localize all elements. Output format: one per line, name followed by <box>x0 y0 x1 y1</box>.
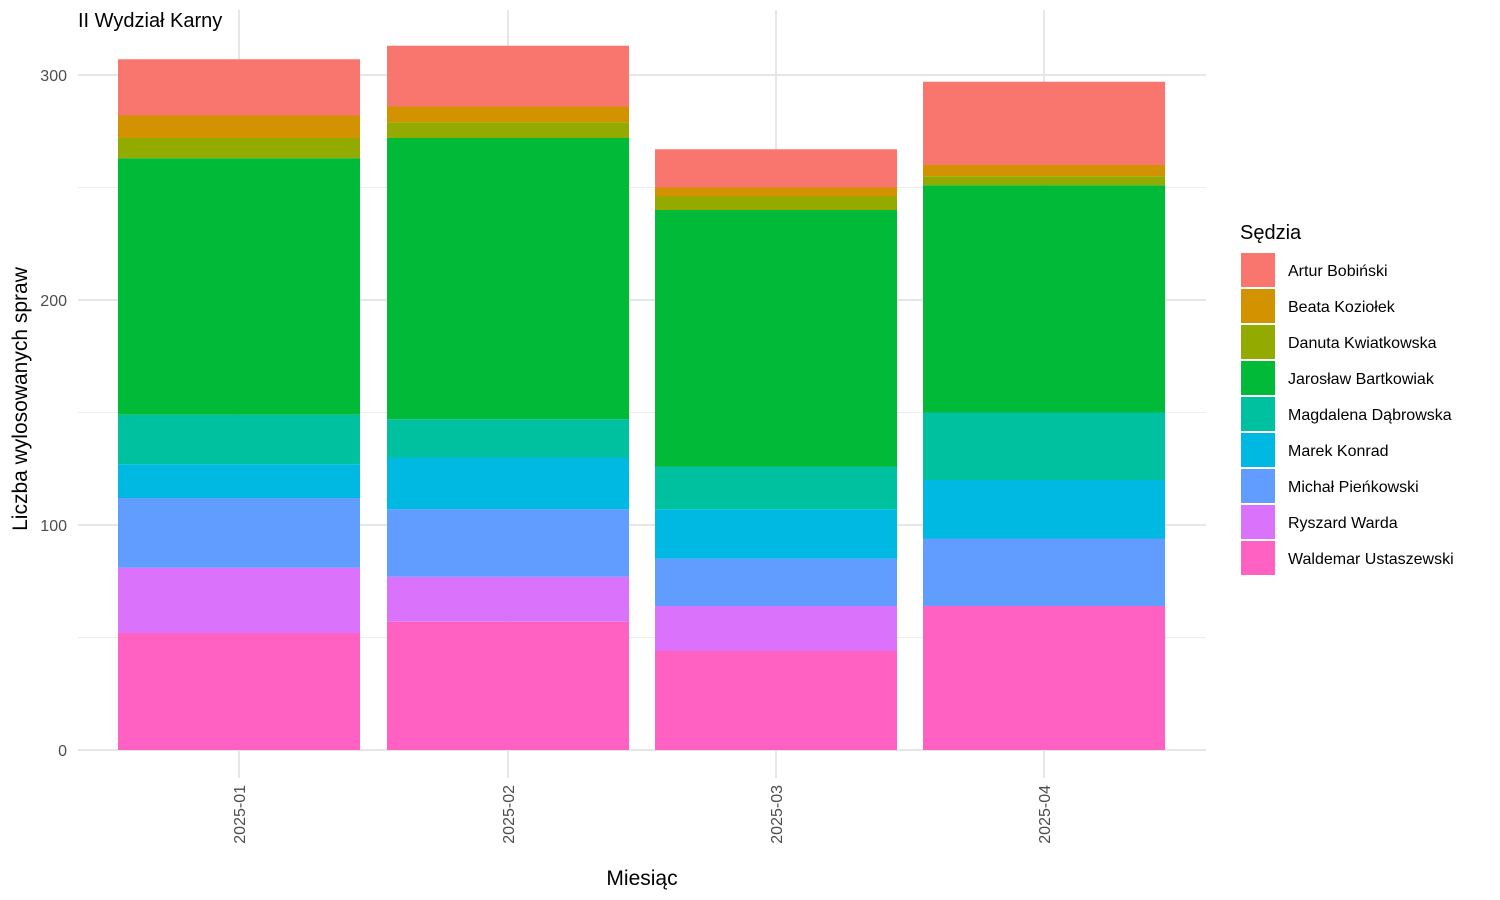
y-tick-label: 100 <box>40 518 67 535</box>
legend-label: Artur Bobiński <box>1288 263 1388 280</box>
chart-title: II Wydział Karny <box>78 10 222 32</box>
bar-segment <box>655 149 897 188</box>
bar-segment <box>118 498 360 568</box>
legend-swatch <box>1241 469 1275 503</box>
bar-segment <box>387 106 629 123</box>
bar-segment <box>655 210 897 467</box>
legend-title: Sędzia <box>1240 222 1302 244</box>
bar-segment <box>655 187 897 197</box>
legend-label: Danuta Kwiatkowska <box>1288 335 1437 352</box>
legend-label: Marek Konrad <box>1288 443 1389 460</box>
x-axis-label: Miesiąc <box>606 867 677 890</box>
bar-segment <box>387 509 629 577</box>
legend-label: Magdalena Dąbrowska <box>1288 407 1452 424</box>
bar-segment <box>387 419 629 458</box>
x-tick-label: 2025-02 <box>501 785 518 844</box>
bar-segment <box>118 567 360 633</box>
x-tick-label: 2025-04 <box>1037 785 1054 844</box>
legend-label: Beata Koziołek <box>1288 299 1396 316</box>
bar-segment <box>118 414 360 465</box>
legend-swatch <box>1241 253 1275 287</box>
legend-swatch <box>1241 289 1275 323</box>
bar-segment <box>118 59 360 116</box>
x-axis-ticks: 2025-01 2025-02 2025-03 2025-04 <box>232 785 1054 844</box>
legend-label: Michał Pieńkowski <box>1288 479 1419 496</box>
bar-segment <box>387 138 629 420</box>
x-tick-label: 2025-03 <box>769 785 786 844</box>
bar-segment <box>923 165 1165 177</box>
bar-segment <box>118 633 360 750</box>
y-tick-label: 200 <box>40 293 67 310</box>
bar-segment <box>655 466 897 510</box>
y-tick-label: 300 <box>40 68 67 85</box>
legend-swatch <box>1241 433 1275 467</box>
bar-segment <box>923 176 1165 186</box>
bar-segment <box>655 509 897 559</box>
legend-swatch <box>1241 325 1275 359</box>
legend-label: Ryszard Warda <box>1288 515 1398 532</box>
legend: Artur Bobiński Beata Koziołek Danuta Kwiat… <box>1241 253 1454 575</box>
bar-segment <box>387 122 629 138</box>
bar-segment <box>655 651 897 750</box>
legend-label: Waldemar Ustaszewski <box>1288 551 1454 568</box>
bar-segment <box>923 480 1165 539</box>
bar-segment <box>923 412 1165 480</box>
bar-segment <box>923 538 1165 606</box>
bar-segment <box>118 158 360 415</box>
bar-segment <box>923 606 1165 750</box>
legend-swatch <box>1241 361 1275 395</box>
legend-swatch <box>1241 505 1275 539</box>
bar-segment <box>655 558 897 606</box>
bar-segment <box>118 464 360 498</box>
bar-segment <box>387 457 629 510</box>
y-tick-label: 0 <box>58 743 67 760</box>
bars <box>118 45 1165 750</box>
legend-swatch <box>1241 397 1275 431</box>
legend-label: Jarosław Bartkowiak <box>1288 371 1435 388</box>
legend-swatch <box>1241 541 1275 575</box>
bar-segment <box>118 138 360 159</box>
bar-segment <box>387 576 629 622</box>
bar-segment <box>923 81 1165 165</box>
bar-segment <box>387 45 629 107</box>
y-axis-label: Liczba wylosowanych spraw <box>9 266 32 531</box>
bar-segment <box>118 115 360 138</box>
x-tick-label: 2025-01 <box>232 785 249 844</box>
bar-segment <box>655 196 897 210</box>
bar-segment <box>655 606 897 651</box>
bar-segment <box>387 621 629 750</box>
bar-segment <box>923 185 1165 413</box>
y-axis-ticks: 0 100 200 300 <box>40 68 67 760</box>
